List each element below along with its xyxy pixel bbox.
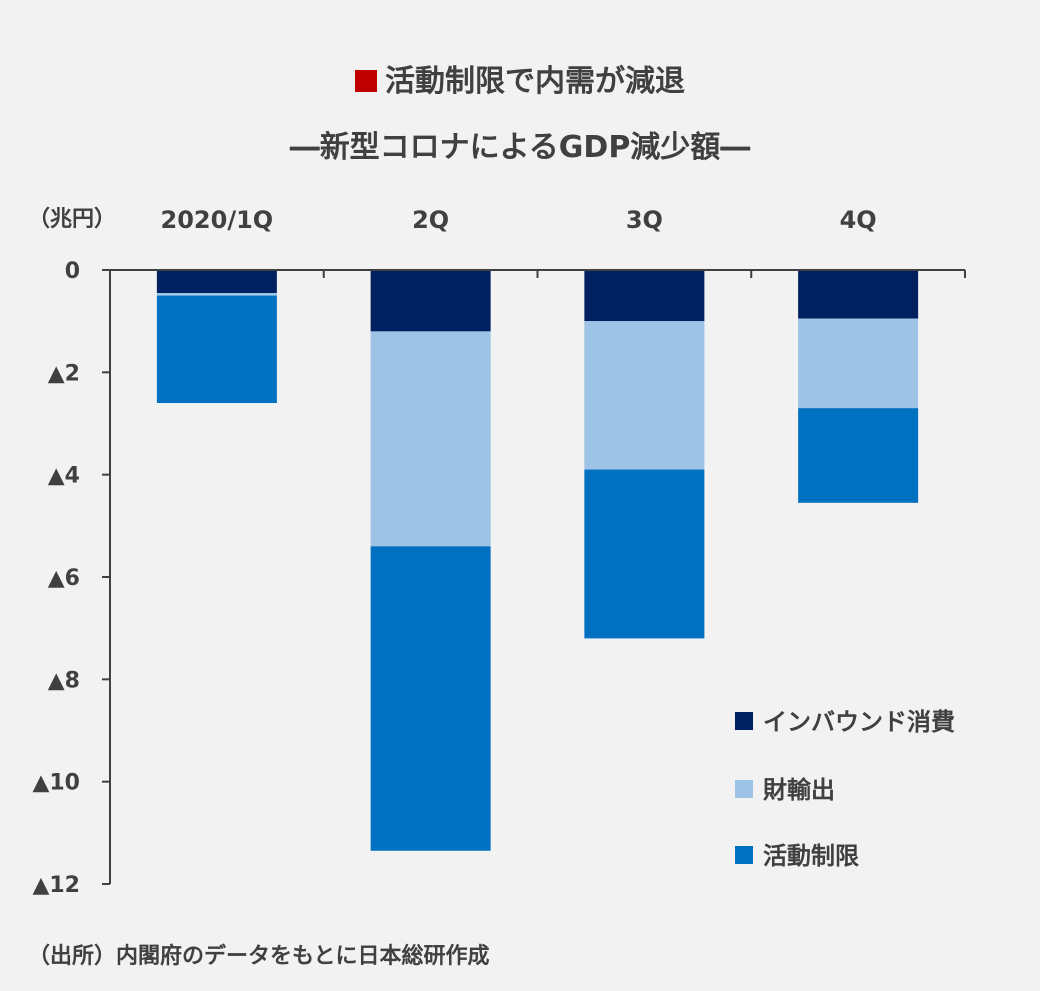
y-tick-label: ▲4 — [48, 464, 80, 489]
bar-segment — [584, 270, 705, 322]
chart-title-text: 活動制限で内需が減退 — [385, 64, 685, 99]
bar-segment — [370, 546, 491, 851]
bar-segment — [798, 270, 919, 319]
y-tick-label: ▲12 — [32, 873, 80, 898]
bar-segment — [370, 270, 491, 332]
legend-label: 活動制限 — [763, 842, 859, 870]
bar-segment — [798, 318, 919, 409]
bar-segment — [584, 469, 705, 639]
category-label: 2020/1Q — [161, 206, 274, 234]
y-tick-label: ▲8 — [48, 668, 80, 693]
bar-segment — [156, 293, 277, 296]
source-note: （出所）内閣府のデータをもとに日本総研作成 — [28, 944, 490, 969]
legend-swatch — [735, 846, 753, 864]
y-tick-label: ▲10 — [32, 771, 80, 796]
legend-label: インバウンド消費 — [763, 708, 955, 736]
bar-segment — [156, 270, 277, 294]
bar-segment — [370, 331, 491, 547]
category-label: 4Q — [840, 206, 877, 234]
bar-segment — [156, 295, 277, 404]
category-label: 2Q — [412, 206, 449, 234]
chart-title: 活動制限で内需が減退 — [0, 56, 1040, 100]
y-unit-label: （兆円） — [28, 207, 116, 232]
y-tick-label: 0 — [65, 259, 80, 284]
title-marker-icon — [355, 70, 377, 92]
category-label: 3Q — [626, 206, 663, 234]
legend-swatch — [735, 780, 753, 798]
chart-subtitle: ―新型コロナによるGDP減少額― — [289, 130, 751, 165]
bar-segment — [798, 408, 919, 503]
y-tick-label: ▲6 — [48, 566, 80, 591]
legend-swatch — [735, 712, 753, 730]
bar-segment — [584, 321, 705, 470]
y-tick-label: ▲2 — [48, 361, 80, 386]
legend-label: 財輸出 — [763, 776, 835, 804]
